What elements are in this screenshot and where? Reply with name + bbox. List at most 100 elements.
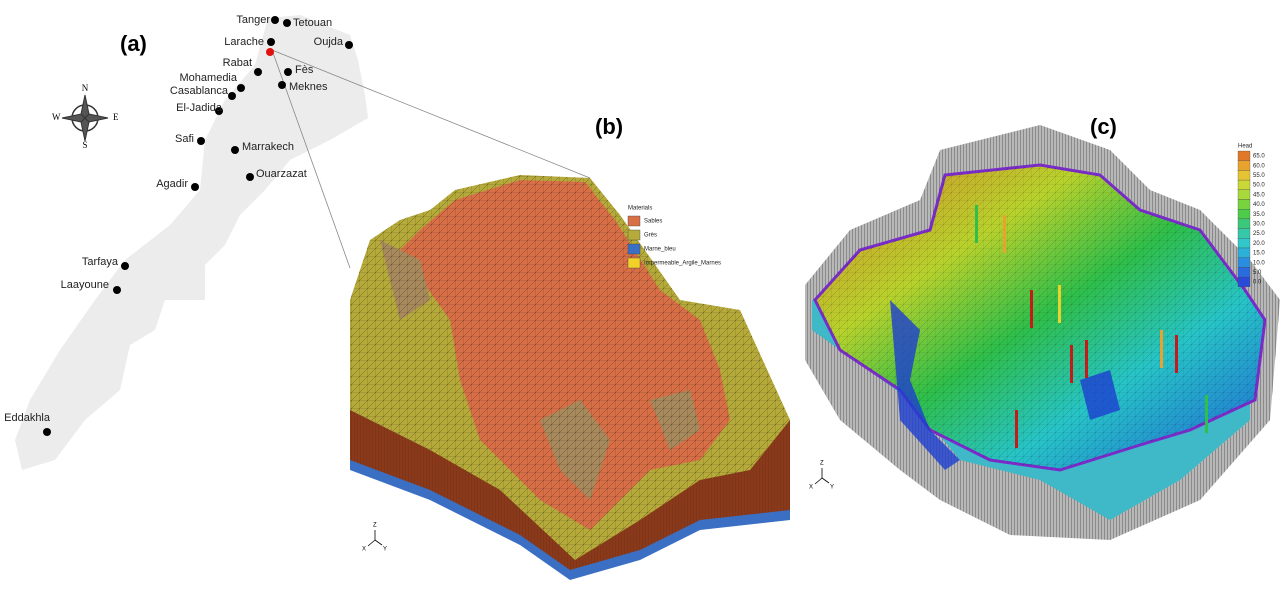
compass-s: S xyxy=(82,140,87,150)
axis-label: X xyxy=(362,547,366,553)
city-label: Eddakhla xyxy=(4,412,51,424)
legend-title: Head xyxy=(1238,144,1252,150)
legend-label: Impermeable_Argile_Marnes xyxy=(644,261,721,267)
legend-swatch xyxy=(1237,276,1251,287)
compass-e: E xyxy=(113,112,119,122)
city-dot xyxy=(267,38,275,46)
well xyxy=(1030,290,1033,328)
city-dot xyxy=(231,146,239,154)
city-label: Mohamedia xyxy=(180,72,238,84)
well xyxy=(1175,335,1178,373)
well xyxy=(1015,410,1018,448)
zoom-line xyxy=(271,49,591,179)
city-label: Fès xyxy=(295,64,314,76)
city-dot xyxy=(278,81,286,89)
axis-label: X xyxy=(809,485,813,491)
city-label: Safi xyxy=(175,133,194,145)
axis-label: Z xyxy=(820,461,824,467)
legend-label: Sables xyxy=(644,219,662,225)
city-label: Ouarzazat xyxy=(256,168,307,180)
axis-label: Y xyxy=(383,547,387,553)
city-label: Oujda xyxy=(314,36,344,48)
axis-triad xyxy=(367,468,830,547)
panel-label: (b) xyxy=(595,114,623,139)
legend-label: 15.0 xyxy=(1253,251,1265,257)
city-dot xyxy=(191,183,199,191)
city-dot xyxy=(284,68,292,76)
city-dot xyxy=(215,107,223,115)
city-label: Larache xyxy=(224,36,264,48)
city-label: Agadir xyxy=(156,178,188,190)
city-dot xyxy=(246,173,254,181)
legend-title: Materials xyxy=(628,206,652,212)
panel-label: (c) xyxy=(1090,114,1117,139)
city-dot xyxy=(197,137,205,145)
well xyxy=(975,205,978,243)
city-dot xyxy=(283,19,291,27)
legend-swatch xyxy=(1237,247,1251,258)
legend-swatch xyxy=(627,229,641,241)
legend-label: 45.0 xyxy=(1253,192,1265,198)
city-label: Rabat xyxy=(223,57,252,69)
legend-label: Grès xyxy=(644,233,657,239)
legend-label: 30.0 xyxy=(1253,221,1265,227)
city-label: Tarfaya xyxy=(82,256,119,268)
legend-swatch xyxy=(1237,257,1251,268)
legend-swatch xyxy=(1237,179,1251,190)
legend-label: Marne_bleu xyxy=(644,247,676,253)
city-label: Meknes xyxy=(289,81,328,93)
city-dot xyxy=(237,84,245,92)
city-dot xyxy=(345,41,353,49)
legend-swatch xyxy=(1237,170,1251,181)
legend-label: 50.0 xyxy=(1253,183,1265,189)
compass-n: N xyxy=(82,83,89,93)
city-dot xyxy=(228,92,236,100)
legend-label: 40.0 xyxy=(1253,202,1265,208)
city-label: Marrakech xyxy=(242,141,294,153)
legend-label: 25.0 xyxy=(1253,231,1265,237)
legend-label: 60.0 xyxy=(1253,163,1265,169)
legend-label: 5.0 xyxy=(1253,270,1262,276)
legend-swatch xyxy=(1237,218,1251,229)
site-marker xyxy=(266,48,274,56)
compass xyxy=(61,94,109,142)
legend-label: 35.0 xyxy=(1253,212,1265,218)
legend-swatch xyxy=(627,215,641,227)
legend-swatch xyxy=(1237,150,1251,161)
head-legend: Head 65.0 60.0 55.0 50.0 45.0 40.0 35.0 30.0 25.… xyxy=(1237,144,1265,287)
city-dot xyxy=(271,16,279,24)
legend-label: 65.0 xyxy=(1253,154,1265,160)
head-model xyxy=(805,125,1280,540)
legend-swatch xyxy=(1237,228,1251,239)
legend-swatch xyxy=(1237,189,1251,200)
materials-model xyxy=(350,175,790,580)
legend-label: 0.0 xyxy=(1253,280,1262,286)
legend-swatch xyxy=(1237,238,1251,249)
legend-label: 20.0 xyxy=(1253,241,1265,247)
city-label: El-Jadida xyxy=(176,102,223,114)
legend-swatch xyxy=(627,257,641,269)
country-shape xyxy=(15,15,368,470)
materials-legend: Materials Sables Grès Marne_bleu Impermeabl… xyxy=(627,206,721,269)
well xyxy=(1003,215,1006,253)
well xyxy=(1205,395,1208,433)
legend-label: 10.0 xyxy=(1253,260,1265,266)
city-label: Tetouan xyxy=(293,17,332,29)
city-dot xyxy=(121,262,129,270)
well xyxy=(1085,340,1088,378)
legend-swatch xyxy=(1237,267,1251,278)
panel-label: (a) xyxy=(120,31,147,56)
legend-swatch xyxy=(627,243,641,255)
axis-label: Z xyxy=(373,523,377,529)
city-label: Laayoune xyxy=(61,279,109,291)
city-label: Tanger xyxy=(236,14,270,26)
city-dot xyxy=(113,286,121,294)
legend-swatch xyxy=(1237,209,1251,220)
well xyxy=(1070,345,1073,383)
city-dot xyxy=(43,428,51,436)
compass-w: W xyxy=(52,112,61,122)
legend-swatch xyxy=(1237,199,1251,210)
well xyxy=(1058,285,1061,323)
